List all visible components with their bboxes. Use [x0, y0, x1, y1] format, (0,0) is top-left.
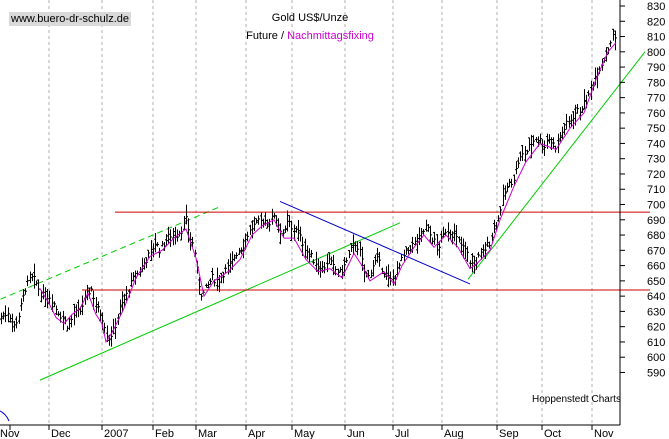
- fixing-line: [39, 42, 617, 344]
- y-axis: 590 600 610 620 630 640 650 660 670 680 690 700 710 7…: [619, 0, 665, 425]
- x-tick-label: 2007: [104, 428, 128, 439]
- x-axis: Nov Dec 2007 Feb Mar Apr May Jun Jul Aug Sep Oct Nov: [0, 424, 620, 439]
- x-tick-label: Nov: [594, 428, 614, 439]
- y-tick-label: 800: [647, 47, 665, 59]
- x-tick-label: Oct: [544, 428, 561, 439]
- trend-lines: [0, 51, 650, 422]
- y-tick-label: 730: [647, 154, 665, 166]
- y-tick-label: 830: [647, 1, 665, 13]
- support-steep-line: [467, 51, 646, 280]
- x-tick-label: Apr: [248, 428, 265, 439]
- y-tick-label: 680: [647, 230, 665, 242]
- y-tick-label: 820: [647, 16, 665, 28]
- y-tick-label: 610: [647, 337, 665, 349]
- source-watermark: www.buero-dr-schulz.de: [9, 12, 131, 26]
- y-tick-label: 590: [647, 367, 665, 379]
- x-tick-label: Aug: [444, 428, 464, 439]
- y-tick-label: 700: [647, 200, 665, 212]
- y-tick-label: 600: [647, 352, 665, 364]
- support-upper-dashed-line: [0, 207, 219, 300]
- y-tick-label: 650: [647, 276, 665, 288]
- y-tick-label: 710: [647, 184, 665, 196]
- x-tick-label: May: [294, 428, 315, 439]
- y-tick-label: 660: [647, 261, 665, 273]
- y-tick-label: 810: [647, 32, 665, 44]
- partial-circle-mark: [0, 410, 10, 422]
- x-tick-label: Feb: [155, 428, 174, 439]
- x-tick-label: Jul: [395, 428, 409, 439]
- chart-credit: Hoppenstedt Charts: [532, 394, 621, 405]
- x-tick-label: Jun: [347, 428, 365, 439]
- y-tick-label: 720: [647, 169, 665, 181]
- y-tick-label: 770: [647, 93, 665, 105]
- x-tick-label: Nov: [0, 428, 20, 439]
- y-tick-label: 780: [647, 77, 665, 89]
- x-tick-label: Dec: [51, 428, 71, 439]
- support-lower-line: [39, 222, 401, 381]
- y-tick-label: 630: [647, 306, 665, 318]
- y-tick-label: 790: [647, 62, 665, 74]
- chart-subtitle: Future / Nachmittagsfixing: [0, 30, 620, 42]
- downtrend-line: [279, 200, 471, 285]
- x-tick-label: Sep: [499, 428, 519, 439]
- x-tick-label: Mar: [198, 428, 217, 439]
- y-tick-label: 750: [647, 123, 665, 135]
- y-tick-label: 670: [647, 245, 665, 257]
- y-tick-label: 740: [647, 138, 665, 150]
- legend-future: Future /: [246, 30, 284, 42]
- y-tick-label: 640: [647, 291, 665, 303]
- price-bars: [0, 28, 617, 347]
- y-tick-label: 690: [647, 215, 665, 227]
- y-tick-label: 760: [647, 108, 665, 120]
- chart-title: Gold US$/Unze: [271, 12, 349, 24]
- legend-fixing: Nachmittagsfixing: [287, 30, 374, 42]
- fixing-series-line: [39, 42, 617, 344]
- y-tick-label: 620: [647, 322, 665, 334]
